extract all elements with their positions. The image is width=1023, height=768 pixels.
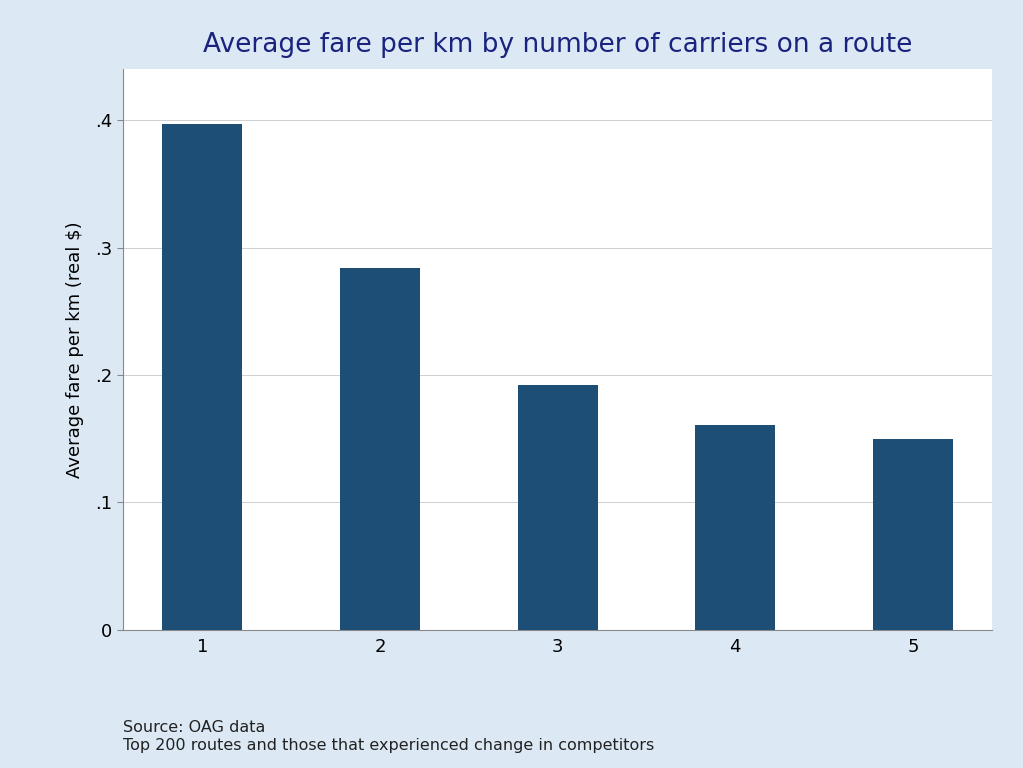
Bar xyxy=(696,425,775,630)
Bar xyxy=(163,124,242,630)
Bar xyxy=(340,268,419,630)
Bar xyxy=(873,439,952,630)
Bar xyxy=(518,385,597,630)
Text: Source: OAG data
Top 200 routes and those that experienced change in competitors: Source: OAG data Top 200 routes and thos… xyxy=(123,720,654,753)
Title: Average fare per km by number of carriers on a route: Average fare per km by number of carrier… xyxy=(203,32,913,58)
Y-axis label: Average fare per km (real $): Average fare per km (real $) xyxy=(65,221,84,478)
